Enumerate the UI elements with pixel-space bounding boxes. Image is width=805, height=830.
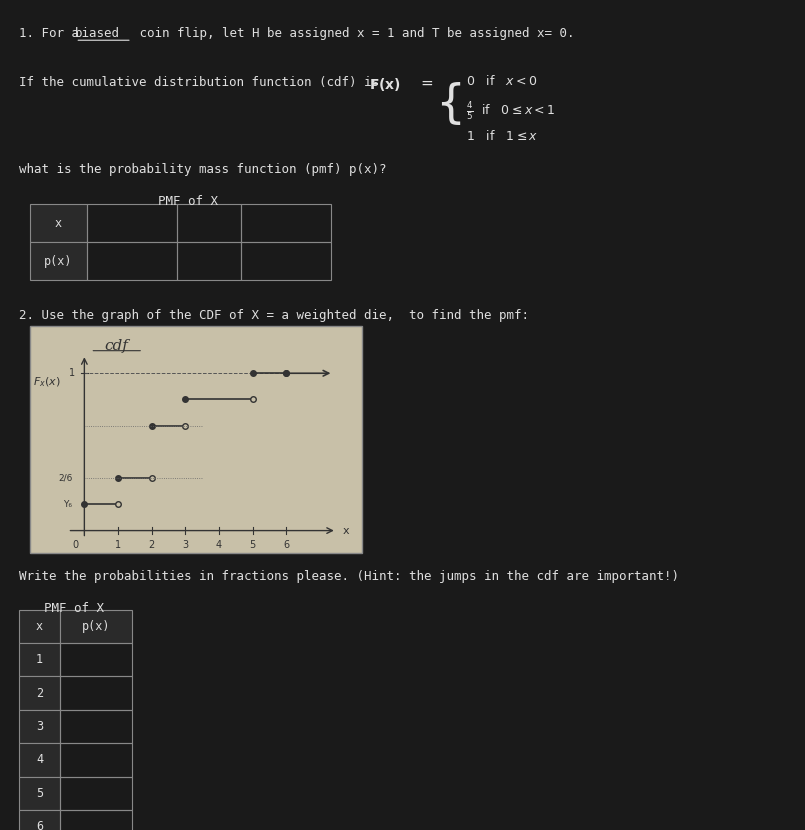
Text: 4: 4 (216, 540, 222, 550)
Text: coin flip, let H be assigned x = 1 and T be assigned x= 0.: coin flip, let H be assigned x = 1 and T… (132, 27, 574, 40)
Text: cdf: cdf (105, 339, 129, 354)
Text: 3: 3 (182, 540, 188, 550)
Text: $0$   if   $x < 0$: $0$ if $x < 0$ (465, 74, 537, 88)
Text: $\mathbf{F(x)}$: $\mathbf{F(x)}$ (369, 76, 401, 93)
Bar (60, 710, 132, 743)
Bar (30, 325, 361, 554)
Text: 2: 2 (36, 686, 43, 700)
Text: 6: 6 (283, 540, 289, 550)
Text: p(x): p(x) (44, 255, 72, 267)
Text: 2/6: 2/6 (58, 474, 72, 482)
Text: =: = (420, 76, 433, 91)
Bar (19, 676, 60, 710)
Text: 0: 0 (72, 540, 78, 550)
Text: PMF of X: PMF of X (159, 195, 218, 208)
Text: 5: 5 (36, 787, 43, 800)
Text: biased: biased (76, 27, 120, 40)
Bar (19, 777, 60, 810)
Text: x: x (36, 620, 43, 632)
Text: x: x (55, 217, 62, 230)
Text: Write the probabilities in fractions please. (Hint: the jumps in the cdf are imp: Write the probabilities in fractions ple… (19, 570, 679, 583)
Bar (19, 609, 60, 643)
Text: {: { (436, 82, 465, 127)
Bar (177, 242, 241, 280)
Text: $1$   if   $1 \leq x$: $1$ if $1 \leq x$ (465, 129, 538, 143)
Bar (241, 242, 332, 280)
Text: 4: 4 (36, 754, 43, 766)
Text: If the cumulative distribution function (cdf) is: If the cumulative distribution function … (19, 76, 386, 89)
Bar (60, 810, 132, 830)
Bar (87, 242, 177, 280)
Bar (60, 777, 132, 810)
Bar (87, 204, 177, 242)
Bar (241, 204, 332, 242)
Bar (60, 609, 132, 643)
Bar (30, 242, 87, 280)
Text: what is the probability mass function (pmf) p(x)?: what is the probability mass function (p… (19, 164, 386, 176)
Text: Y₆: Y₆ (64, 500, 72, 509)
Bar (177, 204, 241, 242)
Text: 2: 2 (149, 540, 155, 550)
Text: 1: 1 (115, 540, 121, 550)
Bar (19, 710, 60, 743)
Text: $F_x(x)$: $F_x(x)$ (33, 376, 61, 389)
Text: 1. For a: 1. For a (19, 27, 86, 40)
Bar (19, 643, 60, 676)
Text: 1: 1 (36, 653, 43, 666)
Text: 6: 6 (36, 820, 43, 830)
Text: PMF of X: PMF of X (43, 602, 104, 615)
Text: 1: 1 (69, 369, 76, 378)
Bar (19, 810, 60, 830)
Text: $\frac{4}{5}$  if   $0 \leq x < 1$: $\frac{4}{5}$ if $0 \leq x < 1$ (465, 100, 555, 122)
Bar (19, 743, 60, 777)
Text: x: x (343, 525, 349, 535)
Bar (60, 743, 132, 777)
Text: 2. Use the graph of the CDF of X = a weighted die,  to find the pmf:: 2. Use the graph of the CDF of X = a wei… (19, 309, 529, 322)
Text: p(x): p(x) (82, 620, 110, 632)
Text: 3: 3 (36, 720, 43, 733)
Text: 5: 5 (250, 540, 256, 550)
Bar (60, 643, 132, 676)
Bar (60, 676, 132, 710)
Bar (30, 204, 87, 242)
